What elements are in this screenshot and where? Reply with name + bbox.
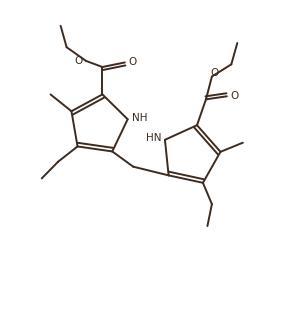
Text: NH: NH (132, 113, 148, 123)
Text: HN: HN (146, 133, 161, 143)
Text: O: O (230, 91, 239, 101)
Text: O: O (74, 56, 82, 66)
Text: O: O (210, 68, 219, 78)
Text: O: O (128, 57, 137, 68)
